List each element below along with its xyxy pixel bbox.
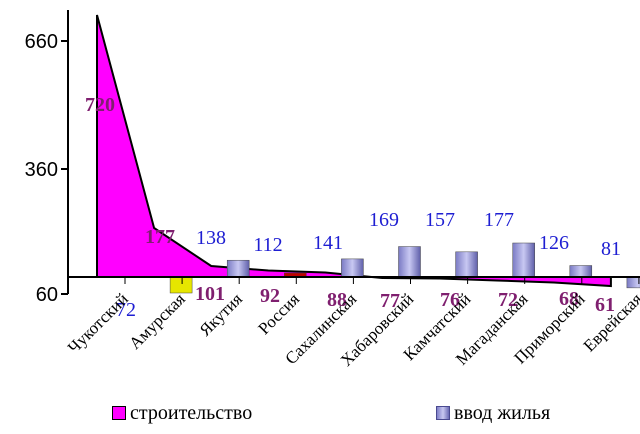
label-housing-1: 72 [116, 299, 136, 321]
label-build-7: 72 [498, 289, 518, 311]
label-build-5: 77 [380, 290, 400, 312]
label-build-9: 61 [595, 294, 615, 316]
label-build-8: 68 [559, 288, 579, 310]
label-build-4: 88 [327, 289, 347, 311]
label-build-2: 101 [195, 283, 225, 305]
label-housing-6: 157 [425, 209, 455, 231]
y-tick-label-660: 660 [25, 31, 58, 53]
y-tick-label-360: 360 [25, 159, 58, 181]
label-build-1: 177 [145, 226, 175, 248]
label-housing-8: 126 [539, 232, 569, 254]
legend-label-housing: ввод жилья [454, 401, 551, 424]
bar-6 [455, 251, 478, 278]
legend-swatch-housing [436, 406, 450, 420]
label-housing-2: 138 [196, 227, 226, 249]
axes-layer: 60 360 660 [25, 10, 640, 306]
label-housing-3: 112 [253, 234, 282, 256]
label-build-6: 76 [440, 289, 460, 311]
bar-8 [569, 265, 593, 278]
data-labels-layer: 720 177 101 92 88 77 76 72 68 61 72 138 112 141 169 157… [85, 94, 621, 321]
legend-swatch-build [112, 406, 126, 420]
y-tick-label-60: 60 [36, 284, 58, 306]
bar-series-layer [169, 242, 640, 294]
bar-4 [341, 258, 364, 278]
category-label-0: Чукотский [64, 289, 132, 357]
label-housing-5: 169 [369, 209, 399, 231]
legend: строительство ввод жилья [0, 398, 640, 428]
bar-9 [626, 276, 640, 289]
bar-5 [398, 246, 421, 278]
label-build-0: 720 [85, 94, 115, 116]
label-housing-9: 81 [601, 238, 621, 260]
label-housing-4: 141 [313, 232, 343, 254]
legend-item-housing: ввод жилья [436, 398, 550, 428]
label-housing-7: 177 [484, 209, 514, 231]
bar-2 [226, 259, 250, 278]
label-build-3: 92 [260, 285, 280, 307]
legend-label-build: строительство [130, 401, 253, 424]
legend-item-build: строительство [112, 398, 252, 428]
bar-7 [512, 242, 535, 278]
